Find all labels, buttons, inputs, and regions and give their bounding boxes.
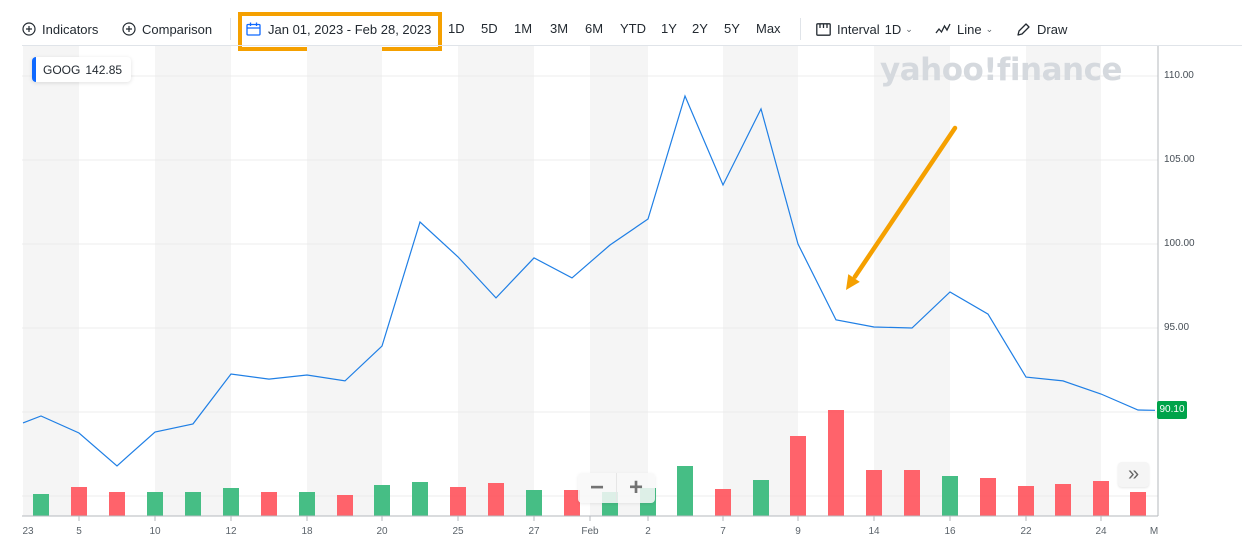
draw-button[interactable]: Draw (1016, 18, 1067, 40)
y-tick-label: 105.00 (1164, 154, 1195, 165)
plus-circle-icon (22, 22, 36, 36)
range-1m[interactable]: 1M (514, 21, 533, 36)
date-range-button[interactable]: Jan 01, 2023 - Feb 28, 2023 (246, 18, 431, 40)
toolbar-divider (230, 18, 231, 40)
zoom-controls: − + (578, 473, 655, 503)
zoom-out-button[interactable]: − (589, 474, 604, 501)
interval-dropdown[interactable]: Interval 1D ⌄ (816, 18, 913, 40)
x-tick-label: M (1149, 526, 1159, 537)
volume-bars (33, 410, 1146, 516)
calendar-icon (246, 22, 261, 36)
x-tick-label: 23 (22, 526, 34, 537)
pencil-icon (1017, 22, 1030, 36)
x-tick-label: Feb (581, 526, 599, 537)
x-tick-label: 27 (528, 526, 540, 537)
draw-label: Draw (1037, 21, 1068, 37)
range-5y[interactable]: 5Y (724, 21, 740, 36)
x-tick-label: 9 (795, 526, 801, 537)
interval-value: 1D (884, 21, 902, 37)
x-tick-label: 7 (720, 526, 726, 537)
toolbar-bottom-border (22, 45, 1242, 46)
indicators-button[interactable]: Indicators (22, 18, 98, 40)
x-tick-label: 12 (225, 526, 237, 537)
x-tick-label: 25 (452, 526, 464, 537)
x-tick-label: 10 (149, 526, 161, 537)
legend-symbol: GOOG (43, 62, 81, 77)
range-3m[interactable]: 3M (550, 21, 569, 36)
chart-type-dropdown[interactable]: Line ⌄ (935, 18, 993, 40)
interval-label: Interval (837, 21, 880, 37)
x-tick-label: 2 (645, 526, 651, 537)
yahoo-finance-watermark: yahoo!finance (880, 52, 1123, 88)
y-tick-label: 110.00 (1164, 70, 1194, 81)
y-tick-label: 95.00 (1164, 322, 1190, 333)
comparison-button[interactable]: Comparison (122, 18, 212, 40)
date-range-label: Jan 01, 2023 - Feb 28, 2023 (268, 21, 432, 37)
zoom-in-button[interactable]: + (616, 473, 655, 503)
last-price-badge: 90.10 (1157, 401, 1187, 419)
x-axis-tick-marks (78, 516, 1102, 521)
annotation-arrow (846, 125, 958, 290)
scroll-right-button[interactable]: » (1118, 462, 1149, 487)
chevron-down-icon: ⌄ (905, 23, 913, 34)
x-tick-label: 18 (301, 526, 313, 537)
chart-type-label: Line (957, 21, 982, 37)
shaded-column-bands (23, 46, 1101, 516)
range-max[interactable]: Max (756, 21, 781, 36)
range-6m[interactable]: 6M (585, 21, 604, 36)
x-tick-label: 20 (376, 526, 388, 537)
toolbar-divider (800, 18, 801, 40)
comparison-label: Comparison (142, 21, 213, 37)
price-line (22, 94, 1156, 467)
line-chart-icon (935, 23, 951, 34)
x-tick-label: 22 (1020, 526, 1032, 537)
range-1d[interactable]: 1D (448, 21, 465, 36)
x-tick-label: 5 (76, 526, 82, 537)
range-ytd[interactable]: YTD (620, 21, 646, 36)
range-2y[interactable]: 2Y (692, 21, 708, 36)
range-1y[interactable]: 1Y (661, 21, 677, 36)
plus-circle-icon (122, 22, 136, 36)
x-tick-label: 24 (1095, 526, 1107, 537)
symbol-legend[interactable]: GOOG 142.85 (32, 57, 132, 82)
indicators-label: Indicators (42, 21, 99, 37)
ruler-icon (816, 22, 831, 36)
range-5d[interactable]: 5D (481, 21, 498, 36)
y-tick-label: 100.00 (1164, 238, 1195, 249)
x-tick-label: 14 (868, 526, 880, 537)
legend-value: 142.85 (85, 62, 123, 77)
chevron-down-icon: ⌄ (985, 23, 994, 34)
x-tick-label: 16 (944, 526, 956, 537)
